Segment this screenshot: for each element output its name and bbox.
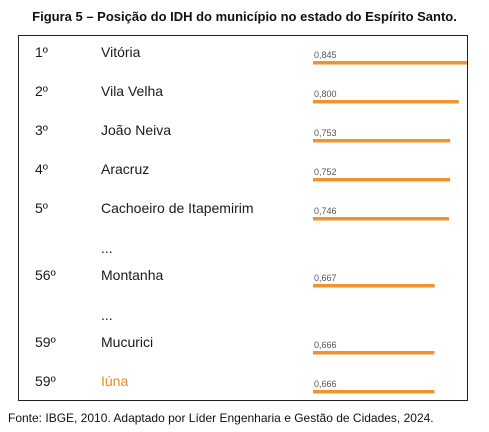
ranking-row: 59º Mucurici 0,666 — [35, 334, 435, 355]
source-note: Fonte: IBGE, 2010. Adaptado por Líder En… — [8, 411, 434, 425]
value-label: 0,753 — [314, 128, 337, 138]
municipality-label: Aracruz — [101, 161, 149, 177]
ranking-row: 59º Iúna 0,666 — [35, 373, 435, 394]
idh-bar — [313, 61, 467, 65]
chart-canvas: 1º Vitória 0,845 2º Vila Velha 0,800 3º João Ne… — [35, 44, 467, 394]
idh-bar — [313, 100, 459, 104]
ranking-row: 4º Aracruz 0,752 — [35, 161, 451, 182]
municipality-label: Mucurici — [101, 334, 153, 350]
figure-title: Figura 5 – Posição do IDH do município n… — [32, 9, 457, 24]
rank-label: 59º — [35, 334, 56, 350]
idh-bar — [313, 351, 435, 355]
value-label: 0,752 — [314, 167, 337, 177]
value-label: 0,666 — [314, 379, 337, 389]
municipality-label: Iúna — [101, 373, 128, 389]
rank-label: 5º — [35, 200, 48, 216]
ranking-row: 56º Montanha 0,667 — [35, 267, 435, 288]
idh-bar — [313, 139, 451, 143]
municipality-label: Cachoeiro de Itapemirim — [101, 200, 254, 216]
value-label: 0,845 — [314, 50, 337, 60]
idh-bar — [313, 390, 435, 394]
municipality-label: Montanha — [101, 267, 163, 283]
ranking-row: 1º Vitória 0,845 — [35, 44, 467, 65]
idh-bar — [313, 217, 449, 221]
rank-label: 2º — [35, 83, 48, 99]
rank-label: 56º — [35, 267, 56, 283]
idh-bar — [313, 178, 451, 182]
ranking-row: 2º Vila Velha 0,800 — [35, 83, 459, 104]
rank-label: 59º — [35, 373, 56, 389]
ellipsis-2: ... — [101, 307, 113, 323]
value-label: 0,746 — [314, 206, 337, 216]
rank-label: 3º — [35, 122, 48, 138]
ranking-row: 5º Cachoeiro de Itapemirim 0,746 — [35, 200, 449, 221]
rank-label: 1º — [35, 44, 48, 60]
ellipsis-1: ... — [101, 240, 113, 256]
municipality-label: João Neiva — [101, 122, 171, 138]
ranking-row: 3º João Neiva 0,753 — [35, 122, 451, 143]
value-label: 0,666 — [314, 340, 337, 350]
idh-bar — [313, 284, 435, 288]
rank-label: 4º — [35, 161, 48, 177]
municipality-label: Vitória — [101, 44, 141, 60]
value-label: 0,667 — [314, 273, 337, 283]
municipality-label: Vila Velha — [101, 83, 163, 99]
value-label: 0,800 — [314, 89, 337, 99]
idh-ranking-chart: 1º Vitória 0,845 2º Vila Velha 0,800 3º João Ne… — [18, 35, 468, 401]
